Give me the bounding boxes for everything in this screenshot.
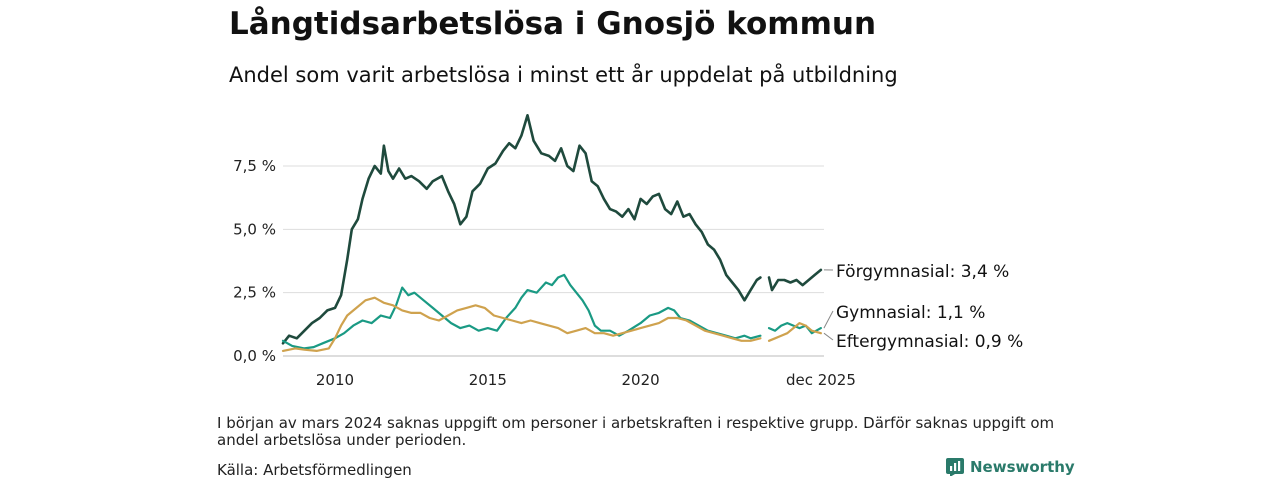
y-tick-label: 2,5 % [233,284,276,302]
series-line-förgymnasial-before-gap [281,114,762,345]
source-note: Källa: Arbetsförmedlingen [217,461,412,479]
y-axis: 0,0 % 2,5 % 5,0 % 7,5 % [233,157,276,365]
y-tick-label: 7,5 % [233,157,276,175]
end-label-leader [823,310,834,329]
x-tick-label: 2020 [622,371,660,389]
series-line-förgymnasial-after-gap [767,268,823,292]
x-tick-label: 2015 [469,371,507,389]
series-lines [281,114,823,352]
series-line-gymnasial-before-gap [281,273,762,350]
y-tick-label: 0,0 % [233,347,276,365]
footnote: I början av mars 2024 saknas uppgift om … [217,414,1055,449]
end-label-förgymnasial: Förgymnasial: 3,4 % [836,262,1009,282]
brand-name: Newsworthy [970,458,1075,476]
x-axis: 2010 2015 2020 dec 2025 [316,371,856,389]
y-tick-label: 5,0 % [233,220,276,238]
gridlines [283,165,824,357]
series-line-gymnasial-after-gap [767,322,822,335]
end-label-gymnasial: Gymnasial: 1,1 % [836,303,985,323]
end-label-eftergymnasial: Eftergymnasial: 0,9 % [836,332,1023,352]
series-line-eftergymnasial-after-gap [767,322,822,342]
end-label-leader [823,332,834,341]
x-tick-label: dec 2025 [786,371,856,389]
chart-subtitle: Andel som varit arbetslösa i minst ett å… [229,63,898,87]
series-end-labels: Förgymnasial: 3,4 % Gymnasial: 1,1 % Efter… [823,262,1023,352]
series-line-eftergymnasial-before-gap [281,296,762,352]
brand-logo: Newsworthy [946,458,1075,476]
x-tick-label: 2010 [316,371,354,389]
chart-title: Långtidsarbetslösa i Gnosjö kommun [229,6,877,42]
newsworthy-logo-icon [946,458,964,476]
